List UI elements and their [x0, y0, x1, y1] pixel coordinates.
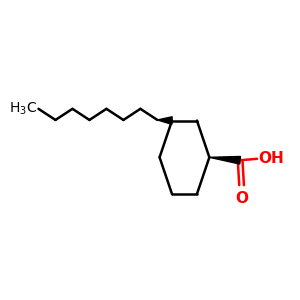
Polygon shape — [209, 157, 241, 164]
Text: H$_3$C: H$_3$C — [9, 100, 37, 117]
Polygon shape — [158, 117, 172, 124]
Text: OH: OH — [258, 151, 284, 166]
Text: O: O — [235, 191, 248, 206]
